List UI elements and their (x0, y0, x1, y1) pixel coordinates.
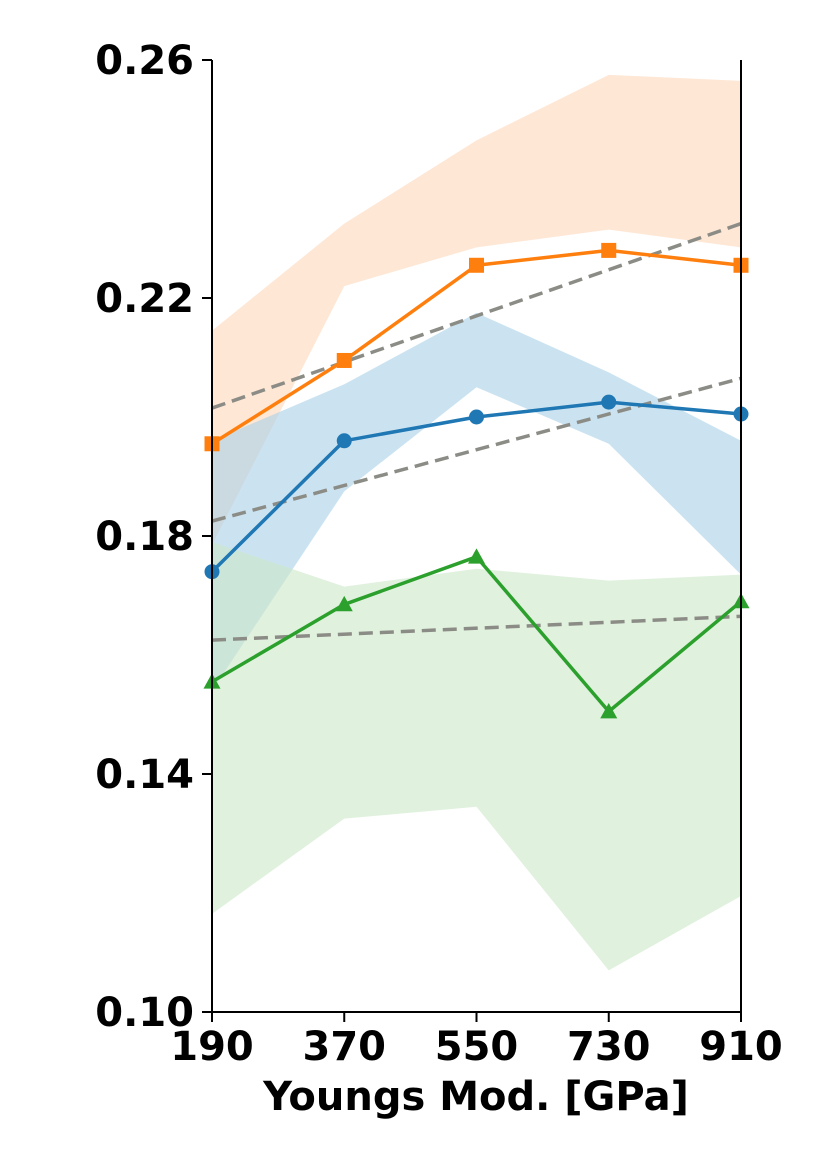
trend-line-blue (211, 376, 742, 523)
y-tick-label: 0.10 (95, 990, 194, 1036)
point-orange-550 (469, 257, 484, 273)
x-axis-label: Youngs Mod. [GPa] (262, 1074, 689, 1120)
x-tick-label: 190 (170, 1024, 254, 1070)
x-tick-label: 730 (567, 1024, 651, 1070)
y-axis-ticks: 0.10 0.14 0.18 0.22 0.26 (95, 38, 212, 1036)
point-blue-370 (336, 433, 352, 449)
y-tick-label: 0.22 (95, 276, 194, 322)
band-orange (212, 74, 741, 545)
point-green-550 (468, 548, 485, 564)
band-green (212, 541, 741, 971)
point-blue-550 (469, 409, 484, 425)
x-tick-label: 370 (303, 1024, 387, 1070)
y-tick-label: 0.18 (95, 514, 194, 560)
confidence-bands (212, 74, 741, 971)
point-orange-370 (336, 352, 352, 368)
point-green-730 (600, 703, 618, 719)
y-tick-label: 0.14 (95, 752, 194, 798)
x-axis-ticks: 190 370 550 730 910 (170, 1012, 783, 1070)
x-tick-label: 910 (699, 1024, 783, 1070)
y-tick-label: 0.26 (95, 38, 194, 84)
point-green-370 (335, 595, 353, 612)
trend-line-green (211, 614, 742, 642)
x-tick-label: 550 (435, 1024, 519, 1070)
point-orange-730 (601, 242, 617, 258)
point-blue-730 (601, 394, 617, 410)
